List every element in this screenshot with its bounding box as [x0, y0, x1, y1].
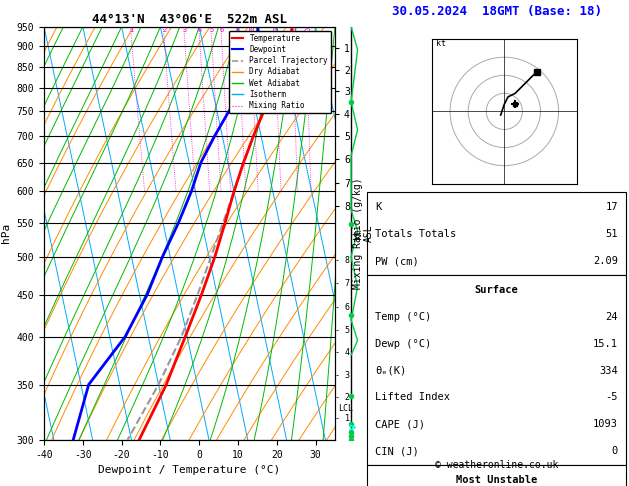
Text: θₑ(K): θₑ(K) [375, 365, 406, 376]
Text: 8: 8 [236, 27, 240, 33]
Text: Mixing Ratio (g/kg): Mixing Ratio (g/kg) [353, 177, 363, 289]
Text: - 8: - 8 [335, 256, 350, 265]
Text: Totals Totals: Totals Totals [375, 229, 456, 239]
Y-axis label: hPa: hPa [1, 223, 11, 243]
X-axis label: Dewpoint / Temperature (°C): Dewpoint / Temperature (°C) [98, 465, 281, 475]
Text: 3: 3 [182, 27, 187, 33]
Text: - 5: - 5 [335, 326, 350, 335]
Text: -5: -5 [606, 393, 618, 402]
Text: - 7: - 7 [335, 279, 350, 289]
Text: 10: 10 [247, 27, 255, 33]
Text: 334: 334 [599, 365, 618, 376]
Bar [367, 465, 626, 486]
Text: K: K [375, 203, 381, 212]
Text: - 3: - 3 [335, 371, 350, 380]
Text: 0: 0 [612, 446, 618, 456]
Y-axis label: km
ASL: km ASL [353, 225, 374, 242]
Title: 44°13'N  43°06'E  522m ASL: 44°13'N 43°06'E 522m ASL [92, 13, 287, 26]
Text: Most Unstable: Most Unstable [456, 475, 537, 485]
Legend: Temperature, Dewpoint, Parcel Trajectory, Dry Adiabat, Wet Adiabat, Isotherm, Mi: Temperature, Dewpoint, Parcel Trajectory… [229, 31, 331, 113]
Text: CIN (J): CIN (J) [375, 446, 419, 456]
Text: 24: 24 [606, 312, 618, 322]
Text: © weatheronline.co.uk: © weatheronline.co.uk [435, 460, 559, 469]
Text: 15.1: 15.1 [593, 339, 618, 349]
Text: - 6: - 6 [335, 303, 350, 312]
Bar [367, 275, 626, 465]
Text: - 1: - 1 [335, 415, 350, 423]
Text: LCL: LCL [338, 404, 353, 413]
Text: PW (cm): PW (cm) [375, 256, 419, 266]
Text: Temp (°C): Temp (°C) [375, 312, 431, 322]
Text: 2.09: 2.09 [593, 256, 618, 266]
Text: - 2: - 2 [335, 393, 350, 401]
Bar [367, 192, 626, 275]
Text: 6: 6 [220, 27, 224, 33]
Text: - 4: - 4 [335, 348, 350, 357]
Text: 25: 25 [303, 27, 311, 33]
Text: 1093: 1093 [593, 419, 618, 429]
Text: 1: 1 [129, 27, 133, 33]
Text: 17: 17 [606, 203, 618, 212]
Text: 2: 2 [162, 27, 166, 33]
Text: Lifted Index: Lifted Index [375, 393, 450, 402]
Text: 15: 15 [270, 27, 279, 33]
Text: 4: 4 [198, 27, 202, 33]
Text: Dewp (°C): Dewp (°C) [375, 339, 431, 349]
Text: 51: 51 [606, 229, 618, 239]
Text: Surface: Surface [475, 285, 518, 295]
Text: 5: 5 [209, 27, 214, 33]
Text: 20: 20 [288, 27, 297, 33]
Text: 30.05.2024  18GMT (Base: 18): 30.05.2024 18GMT (Base: 18) [392, 5, 601, 18]
Text: CAPE (J): CAPE (J) [375, 419, 425, 429]
